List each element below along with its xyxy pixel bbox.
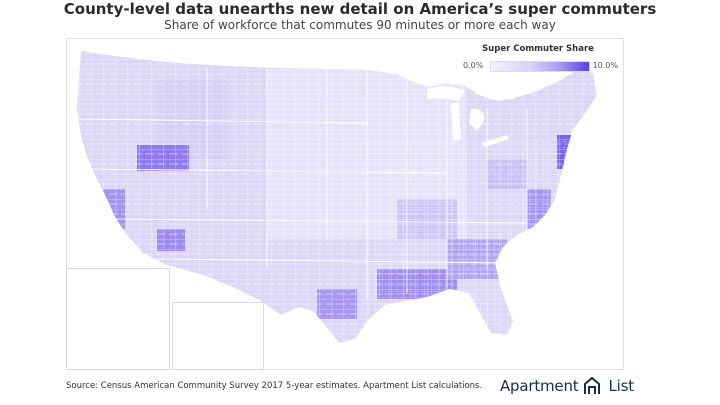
choropleth-map[interactable] — [67, 39, 623, 369]
lake-huron — [469, 108, 485, 131]
chart-subtitle: Share of workforce that commutes 90 minu… — [164, 18, 556, 32]
lake-erie — [481, 135, 509, 147]
brand-name-part1: Apartment — [500, 377, 579, 395]
apartment-list-logo-icon — [584, 376, 601, 394]
lake-superior — [427, 86, 465, 101]
source-note: Source: Census American Community Survey… — [66, 381, 483, 391]
map-frame — [66, 38, 624, 370]
apartment-list-logo[interactable]: Apartment List — [500, 374, 634, 398]
legend-gradient-bar — [490, 61, 590, 72]
brand-name-part2: List — [608, 377, 634, 395]
alaska-inset-frame — [66, 268, 170, 370]
legend-min-label: 0.0% — [463, 61, 484, 70]
legend-title: Super Commuter Share — [482, 44, 594, 54]
color-legend: Super Commuter Share 0.0% 10.0% — [458, 44, 618, 76]
lake-michigan — [451, 103, 461, 141]
legend-max-label: 10.0% — [592, 61, 618, 70]
chart-title: County-level data unearths new detail on… — [63, 0, 657, 18]
hawaii-inset-frame — [172, 302, 264, 370]
